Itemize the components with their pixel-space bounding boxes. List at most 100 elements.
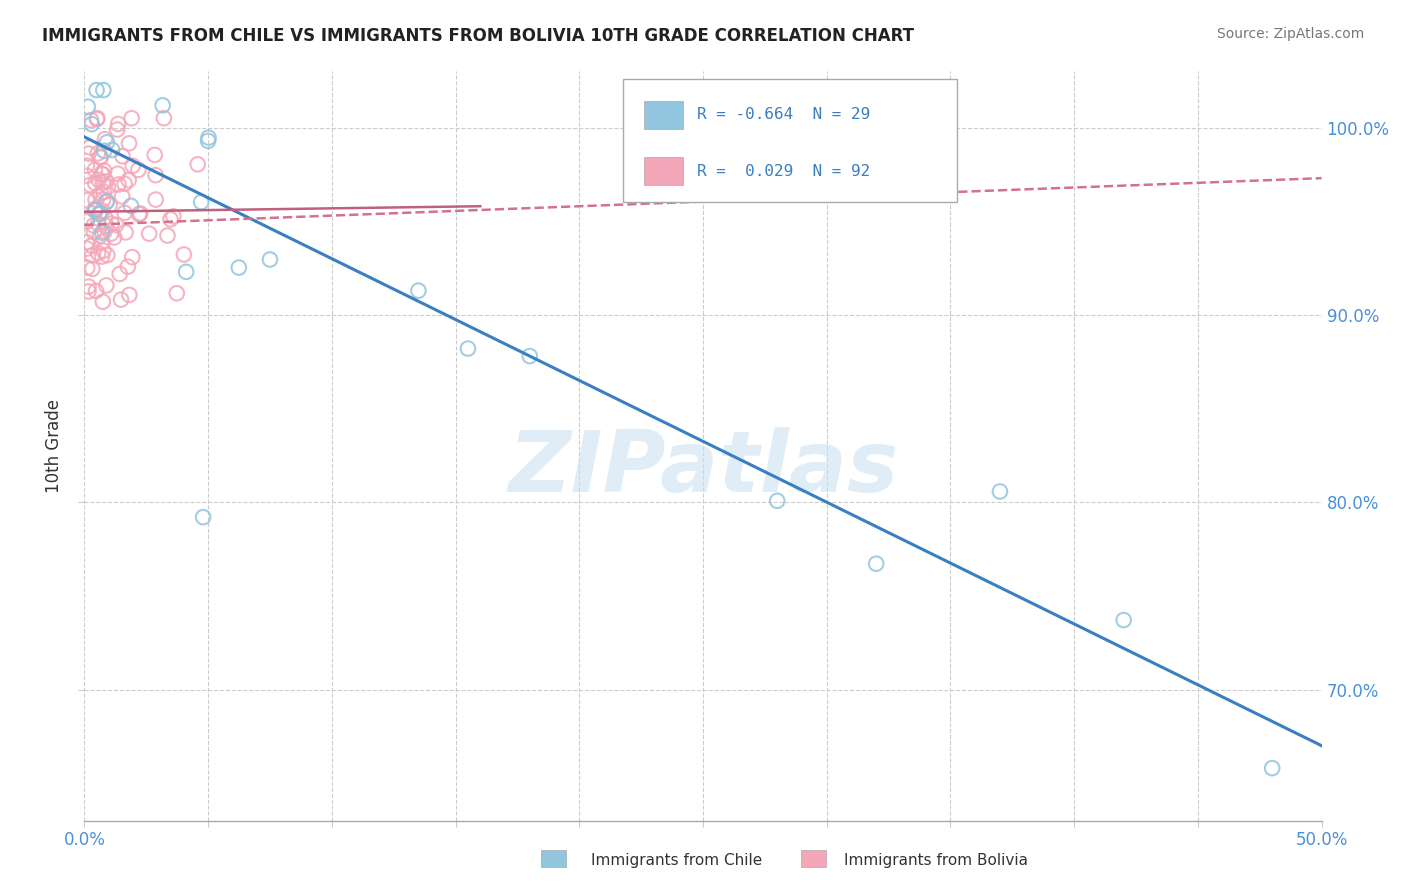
Point xyxy=(1112,613,1135,627)
Point xyxy=(91,203,114,218)
Point xyxy=(111,189,134,203)
Point xyxy=(117,173,139,187)
Point xyxy=(76,194,98,208)
Point xyxy=(91,176,114,190)
Point xyxy=(110,293,132,307)
Point xyxy=(128,207,150,221)
Point xyxy=(96,278,118,293)
Point xyxy=(79,140,101,154)
Point xyxy=(114,177,136,191)
Point xyxy=(77,146,100,161)
Point xyxy=(90,167,112,181)
Point xyxy=(152,98,174,112)
Point xyxy=(96,136,118,150)
Point xyxy=(117,260,139,274)
Point xyxy=(91,167,114,181)
Point xyxy=(76,214,98,228)
Bar xyxy=(541,849,565,867)
Point xyxy=(94,132,117,146)
Point xyxy=(76,100,98,114)
Point xyxy=(111,149,134,163)
FancyBboxPatch shape xyxy=(623,78,956,202)
Text: IMMIGRANTS FROM CHILE VS IMMIGRANTS FROM BOLIVIA 10TH GRADE CORRELATION CHART: IMMIGRANTS FROM CHILE VS IMMIGRANTS FROM… xyxy=(42,27,914,45)
Point xyxy=(86,112,108,126)
Point xyxy=(159,212,181,227)
Text: ZIPatlas: ZIPatlas xyxy=(508,427,898,510)
Point xyxy=(84,193,107,207)
Point xyxy=(91,226,114,240)
Point xyxy=(127,162,149,177)
Point xyxy=(100,217,122,231)
Point xyxy=(84,177,107,191)
Point xyxy=(121,112,143,126)
Point xyxy=(228,260,250,275)
Point xyxy=(77,279,100,293)
Point xyxy=(83,219,105,233)
Point xyxy=(105,122,128,136)
Point xyxy=(107,117,129,131)
Text: R = -0.664  N = 29: R = -0.664 N = 29 xyxy=(697,107,870,122)
Point xyxy=(76,159,98,173)
Point xyxy=(87,146,110,161)
Point xyxy=(89,228,111,243)
Point xyxy=(107,178,129,192)
Point xyxy=(84,202,107,216)
Point xyxy=(121,159,143,173)
Point xyxy=(408,284,430,298)
Point xyxy=(865,557,887,571)
Point xyxy=(87,246,110,260)
Point xyxy=(93,163,115,178)
Text: R =  0.029  N = 92: R = 0.029 N = 92 xyxy=(697,163,870,178)
Point xyxy=(83,203,105,218)
Point xyxy=(259,252,281,267)
Point xyxy=(93,244,115,258)
Point xyxy=(108,267,131,281)
Point xyxy=(114,225,136,239)
Point xyxy=(89,150,111,164)
Point xyxy=(197,130,219,145)
Bar xyxy=(644,101,683,129)
Point xyxy=(76,169,98,183)
Text: Immigrants from Bolivia: Immigrants from Bolivia xyxy=(844,854,1028,868)
Point xyxy=(77,285,100,299)
Text: Source: ZipAtlas.com: Source: ZipAtlas.com xyxy=(1216,27,1364,41)
Point xyxy=(97,179,120,194)
Point xyxy=(153,112,176,126)
Point xyxy=(166,286,188,301)
Point xyxy=(91,250,114,264)
Point xyxy=(457,342,479,356)
Point xyxy=(145,193,167,207)
Point xyxy=(96,219,118,233)
Point xyxy=(91,235,114,249)
Point xyxy=(191,510,214,524)
Point xyxy=(120,199,142,213)
Point xyxy=(156,228,179,243)
Point xyxy=(76,211,98,225)
Point xyxy=(766,493,789,508)
Point xyxy=(79,178,101,192)
Point xyxy=(100,227,122,241)
Point xyxy=(103,230,125,244)
Point xyxy=(86,83,108,97)
Point xyxy=(519,349,541,363)
Point xyxy=(84,203,107,218)
Point xyxy=(83,225,105,239)
Point xyxy=(91,83,114,97)
Point xyxy=(105,218,128,232)
Point xyxy=(76,260,98,275)
Point xyxy=(76,242,98,256)
Point xyxy=(190,195,212,210)
Point xyxy=(162,210,184,224)
Point xyxy=(145,168,167,182)
Point xyxy=(187,157,209,171)
Point xyxy=(82,261,104,276)
Text: Immigrants from Chile: Immigrants from Chile xyxy=(591,854,762,868)
Point xyxy=(143,148,166,162)
Point xyxy=(96,194,118,209)
Point xyxy=(118,136,141,151)
Point xyxy=(1261,761,1284,775)
Point xyxy=(80,117,103,131)
Point xyxy=(121,250,143,264)
Point xyxy=(87,173,110,187)
Bar xyxy=(644,157,683,186)
